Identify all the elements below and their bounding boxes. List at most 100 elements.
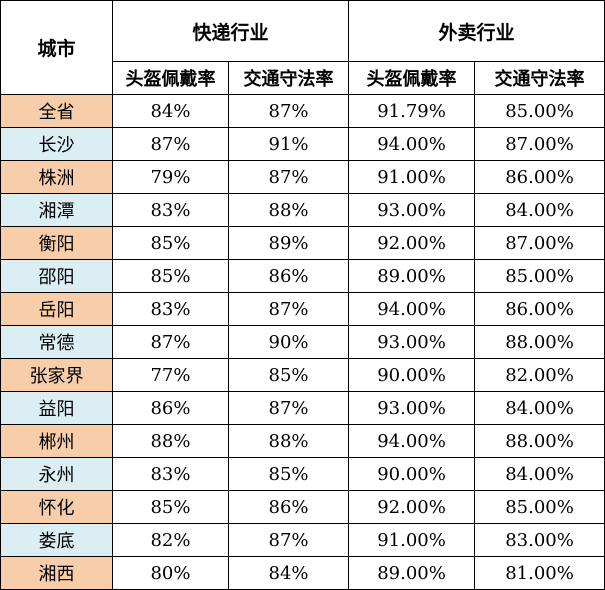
- express-traffic-cell: 90%: [227, 325, 350, 359]
- takeout-helmet-cell: 92.00%: [348, 226, 476, 260]
- table-row: 娄底 82% 87% 91.00% 83.00%: [0, 523, 605, 557]
- express-helmet-cell: 88%: [112, 424, 229, 458]
- table-row: 衡阳 85% 89% 92.00% 87.00%: [0, 226, 605, 260]
- table-row: 株洲 79% 87% 91.00% 86.00%: [0, 160, 605, 194]
- header-takeout-helmet: 头盔佩戴率: [348, 61, 476, 95]
- header-group-takeout: 外卖行业: [348, 0, 605, 62]
- express-helmet-cell: 83%: [112, 457, 229, 491]
- table-row: 湘西 80% 84% 89.00% 81.00%: [0, 556, 605, 590]
- header-express-traffic: 交通守法率: [227, 61, 350, 95]
- express-traffic-cell: 91%: [227, 127, 350, 161]
- city-cell: 益阳: [0, 391, 113, 425]
- takeout-helmet-cell: 94.00%: [348, 127, 476, 161]
- table-row: 郴州 88% 88% 94.00% 88.00%: [0, 424, 605, 458]
- takeout-traffic-cell: 82.00%: [474, 358, 605, 392]
- takeout-helmet-cell: 93.00%: [348, 391, 476, 425]
- city-cell: 衡阳: [0, 226, 113, 260]
- city-cell: 岳阳: [0, 292, 113, 326]
- takeout-traffic-cell: 86.00%: [474, 292, 605, 326]
- takeout-traffic-cell: 85.00%: [474, 94, 605, 128]
- header-city: 城市: [0, 0, 113, 95]
- table-row: 邵阳 85% 86% 89.00% 85.00%: [0, 259, 605, 293]
- express-traffic-cell: 85%: [227, 457, 350, 491]
- city-cell: 永州: [0, 457, 113, 491]
- express-traffic-cell: 87%: [227, 391, 350, 425]
- express-helmet-cell: 82%: [112, 523, 229, 557]
- city-cell: 郴州: [0, 424, 113, 458]
- takeout-helmet-cell: 93.00%: [348, 193, 476, 227]
- takeout-traffic-cell: 86.00%: [474, 160, 605, 194]
- table-row: 长沙 87% 91% 94.00% 87.00%: [0, 127, 605, 161]
- city-cell: 怀化: [0, 490, 113, 524]
- table-body: 全省 84% 87% 91.79% 85.00% 长沙 87% 91% 94.00% 87.00%…: [0, 94, 605, 590]
- takeout-helmet-cell: 90.00%: [348, 457, 476, 491]
- takeout-traffic-cell: 87.00%: [474, 226, 605, 260]
- express-helmet-cell: 83%: [112, 193, 229, 227]
- city-cell: 湘西: [0, 556, 113, 590]
- takeout-helmet-cell: 94.00%: [348, 424, 476, 458]
- header-takeout-traffic: 交通守法率: [474, 61, 605, 95]
- takeout-helmet-cell: 93.00%: [348, 325, 476, 359]
- table-row: 怀化 85% 86% 92.00% 85.00%: [0, 490, 605, 524]
- header-row-subcolumns: 头盔佩戴率 交通守法率 头盔佩戴率 交通守法率: [1, 61, 605, 95]
- takeout-helmet-cell: 94.00%: [348, 292, 476, 326]
- takeout-helmet-cell: 91.00%: [348, 160, 476, 194]
- takeout-helmet-cell: 89.00%: [348, 259, 476, 293]
- takeout-traffic-cell: 87.00%: [474, 127, 605, 161]
- city-cell: 娄底: [0, 523, 113, 557]
- header-row-groups: 城市 快递行业 外卖行业: [0, 0, 605, 95]
- header-express-helmet: 头盔佩戴率: [112, 61, 229, 95]
- express-traffic-cell: 87%: [227, 523, 350, 557]
- table-row: 岳阳 83% 87% 94.00% 86.00%: [0, 292, 605, 326]
- city-cell: 株洲: [0, 160, 113, 194]
- express-helmet-cell: 85%: [112, 490, 229, 524]
- express-traffic-cell: 86%: [227, 259, 350, 293]
- takeout-helmet-cell: 91.00%: [348, 523, 476, 557]
- express-helmet-cell: 86%: [112, 391, 229, 425]
- express-traffic-cell: 86%: [227, 490, 350, 524]
- express-traffic-cell: 87%: [227, 94, 350, 128]
- express-traffic-cell: 88%: [227, 193, 350, 227]
- express-helmet-cell: 85%: [112, 259, 229, 293]
- express-helmet-cell: 83%: [112, 292, 229, 326]
- table-row: 湘潭 83% 88% 93.00% 84.00%: [0, 193, 605, 227]
- express-helmet-cell: 87%: [112, 325, 229, 359]
- takeout-traffic-cell: 81.00%: [474, 556, 605, 590]
- express-traffic-cell: 87%: [227, 292, 350, 326]
- express-helmet-cell: 84%: [112, 94, 229, 128]
- takeout-helmet-cell: 91.79%: [348, 94, 476, 128]
- express-traffic-cell: 89%: [227, 226, 350, 260]
- takeout-helmet-cell: 90.00%: [348, 358, 476, 392]
- takeout-traffic-cell: 85.00%: [474, 259, 605, 293]
- express-traffic-cell: 85%: [227, 358, 350, 392]
- city-cell: 邵阳: [0, 259, 113, 293]
- express-helmet-cell: 87%: [112, 127, 229, 161]
- table-row: 常德 87% 90% 93.00% 88.00%: [0, 325, 605, 359]
- takeout-helmet-cell: 89.00%: [348, 556, 476, 590]
- table-row: 张家界 77% 85% 90.00% 82.00%: [0, 358, 605, 392]
- table-row: 永州 83% 85% 90.00% 84.00%: [0, 457, 605, 491]
- takeout-traffic-cell: 84.00%: [474, 391, 605, 425]
- takeout-traffic-cell: 84.00%: [474, 457, 605, 491]
- takeout-traffic-cell: 84.00%: [474, 193, 605, 227]
- takeout-traffic-cell: 85.00%: [474, 490, 605, 524]
- express-traffic-cell: 88%: [227, 424, 350, 458]
- express-helmet-cell: 79%: [112, 160, 229, 194]
- takeout-traffic-cell: 88.00%: [474, 424, 605, 458]
- takeout-helmet-cell: 92.00%: [348, 490, 476, 524]
- takeout-traffic-cell: 83.00%: [474, 523, 605, 557]
- express-traffic-cell: 87%: [227, 160, 350, 194]
- takeout-traffic-cell: 88.00%: [474, 325, 605, 359]
- express-helmet-cell: 80%: [112, 556, 229, 590]
- city-cell: 长沙: [0, 127, 113, 161]
- express-traffic-cell: 84%: [227, 556, 350, 590]
- table-row: 全省 84% 87% 91.79% 85.00%: [0, 94, 605, 128]
- city-cell: 湘潭: [0, 193, 113, 227]
- express-helmet-cell: 85%: [112, 226, 229, 260]
- header-group-express: 快递行业: [111, 0, 350, 62]
- express-helmet-cell: 77%: [112, 358, 229, 392]
- city-cell: 张家界: [0, 358, 113, 392]
- city-cell: 常德: [0, 325, 113, 359]
- table-row: 益阳 86% 87% 93.00% 84.00%: [0, 391, 605, 425]
